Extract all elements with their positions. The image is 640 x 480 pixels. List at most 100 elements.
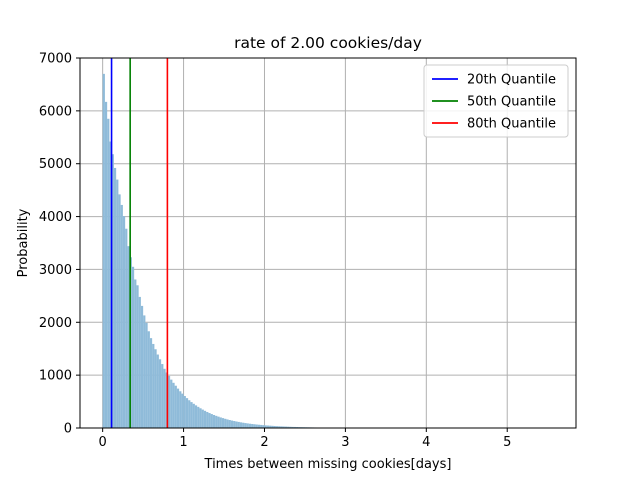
histogram-bar xyxy=(287,426,290,428)
histogram-bar xyxy=(149,338,153,428)
histogram-bar xyxy=(228,420,231,428)
histogram-bar xyxy=(197,406,200,428)
histogram-bar xyxy=(248,423,252,428)
histogram-bar xyxy=(282,426,285,428)
histogram-bar xyxy=(109,141,112,428)
x-tick-label: 0 xyxy=(99,435,107,450)
x-tick-label: 2 xyxy=(260,435,268,450)
histogram-bar xyxy=(161,364,164,428)
legend-box xyxy=(423,64,569,138)
x-tick-label: 4 xyxy=(422,435,430,450)
histogram-bar xyxy=(156,354,159,428)
histogram-bar xyxy=(170,379,173,428)
x-tick-label: 5 xyxy=(503,435,511,450)
histogram-bar xyxy=(104,101,108,428)
histogram-bar xyxy=(188,400,191,428)
histogram-bar xyxy=(242,422,245,428)
histogram-bar xyxy=(140,305,144,428)
histogram-bar xyxy=(296,426,299,428)
histogram-bar xyxy=(219,417,222,428)
histogram-bar xyxy=(163,368,166,428)
histogram-bar xyxy=(116,179,119,428)
histogram-bar xyxy=(233,421,236,428)
histogram-bar xyxy=(147,331,150,428)
histogram-bar xyxy=(199,408,202,428)
x-tick-label: 1 xyxy=(179,435,187,450)
histogram-bar xyxy=(260,424,263,428)
histogram-bar xyxy=(154,349,157,428)
histogram-bar xyxy=(280,426,283,428)
histogram-bar xyxy=(201,409,204,428)
plot-frame xyxy=(79,57,577,429)
histogram-bar xyxy=(269,425,272,428)
histogram-bar xyxy=(176,388,180,428)
histogram-bar xyxy=(131,266,135,428)
histogram-bar xyxy=(251,423,254,428)
histogram-bar xyxy=(289,426,292,428)
histogram-bar xyxy=(246,423,249,428)
histogram-bar xyxy=(190,402,193,428)
y-axis-label: Probability xyxy=(16,208,31,277)
histogram-bar xyxy=(192,403,195,428)
histogram-bar xyxy=(212,414,216,428)
histogram-bar xyxy=(138,296,141,428)
legend-label: 50th Quantile xyxy=(467,95,556,110)
histogram-bar xyxy=(230,420,234,428)
histogram-bar xyxy=(185,398,189,428)
histogram-bar xyxy=(183,396,186,428)
legend-label: 20th Quantile xyxy=(467,73,556,88)
histogram-bar xyxy=(266,425,270,428)
histogram-bar xyxy=(134,279,137,428)
histogram-bar xyxy=(107,118,110,429)
histogram-bar xyxy=(262,425,265,428)
histogram-bar xyxy=(215,415,218,428)
quantile-lines xyxy=(110,58,169,428)
histogram-bar xyxy=(224,418,227,428)
histogram-bar xyxy=(127,246,130,428)
histogram-bar xyxy=(179,391,182,428)
histogram-bar xyxy=(255,424,258,428)
histogram-bar xyxy=(226,419,229,428)
histogram-bar xyxy=(244,423,247,428)
y-tick-label: 3000 xyxy=(39,263,72,278)
histogram-bar xyxy=(158,359,162,428)
y-tick-label: 2000 xyxy=(39,316,72,331)
histogram-bar xyxy=(293,426,297,428)
histogram-bar xyxy=(167,375,171,428)
y-axis-ticks: 0 1000 2000 3000 4000 5000 6000 7000 xyxy=(39,52,80,437)
histogram-bar xyxy=(273,425,276,428)
histogram-bar xyxy=(172,382,175,428)
histogram-bar xyxy=(120,204,123,428)
histogram-bar xyxy=(221,418,225,428)
histogram-bar xyxy=(237,421,240,428)
histogram-bar xyxy=(118,194,121,428)
histogram-bar xyxy=(235,421,238,428)
x-tick-label: 3 xyxy=(341,435,349,450)
histogram-bar xyxy=(257,424,261,428)
histogram-bars xyxy=(102,73,555,429)
histogram-bar xyxy=(206,411,209,428)
histogram-bar xyxy=(284,426,288,428)
y-tick-label: 6000 xyxy=(39,104,72,119)
histogram-bar xyxy=(208,413,211,428)
histogram-bar xyxy=(291,426,294,428)
histogram-bar xyxy=(145,322,148,428)
histogram-bar xyxy=(122,216,126,428)
legend-label: 80th Quantile xyxy=(467,117,556,132)
histogram-bar xyxy=(194,405,198,428)
histogram-bar xyxy=(136,285,139,428)
histogram-bar xyxy=(152,343,155,428)
histogram-bar xyxy=(253,424,256,428)
histogram-bar xyxy=(111,154,114,428)
y-tick-label: 1000 xyxy=(39,369,72,384)
histogram-bar xyxy=(181,393,184,428)
y-tick-label: 0 xyxy=(64,422,72,437)
histogram-bar xyxy=(239,422,243,428)
x-axis-label: Times between missing cookies[days] xyxy=(204,457,452,472)
y-tick-label: 7000 xyxy=(39,52,72,67)
histogram-bar xyxy=(143,315,146,428)
x-axis-ticks: 0 1 2 3 4 5 xyxy=(99,428,511,450)
histogram-bar xyxy=(113,167,117,428)
y-tick-label: 4000 xyxy=(39,210,72,225)
legend: 20th Quantile 50th Quantile 80th Quantile xyxy=(423,64,569,138)
